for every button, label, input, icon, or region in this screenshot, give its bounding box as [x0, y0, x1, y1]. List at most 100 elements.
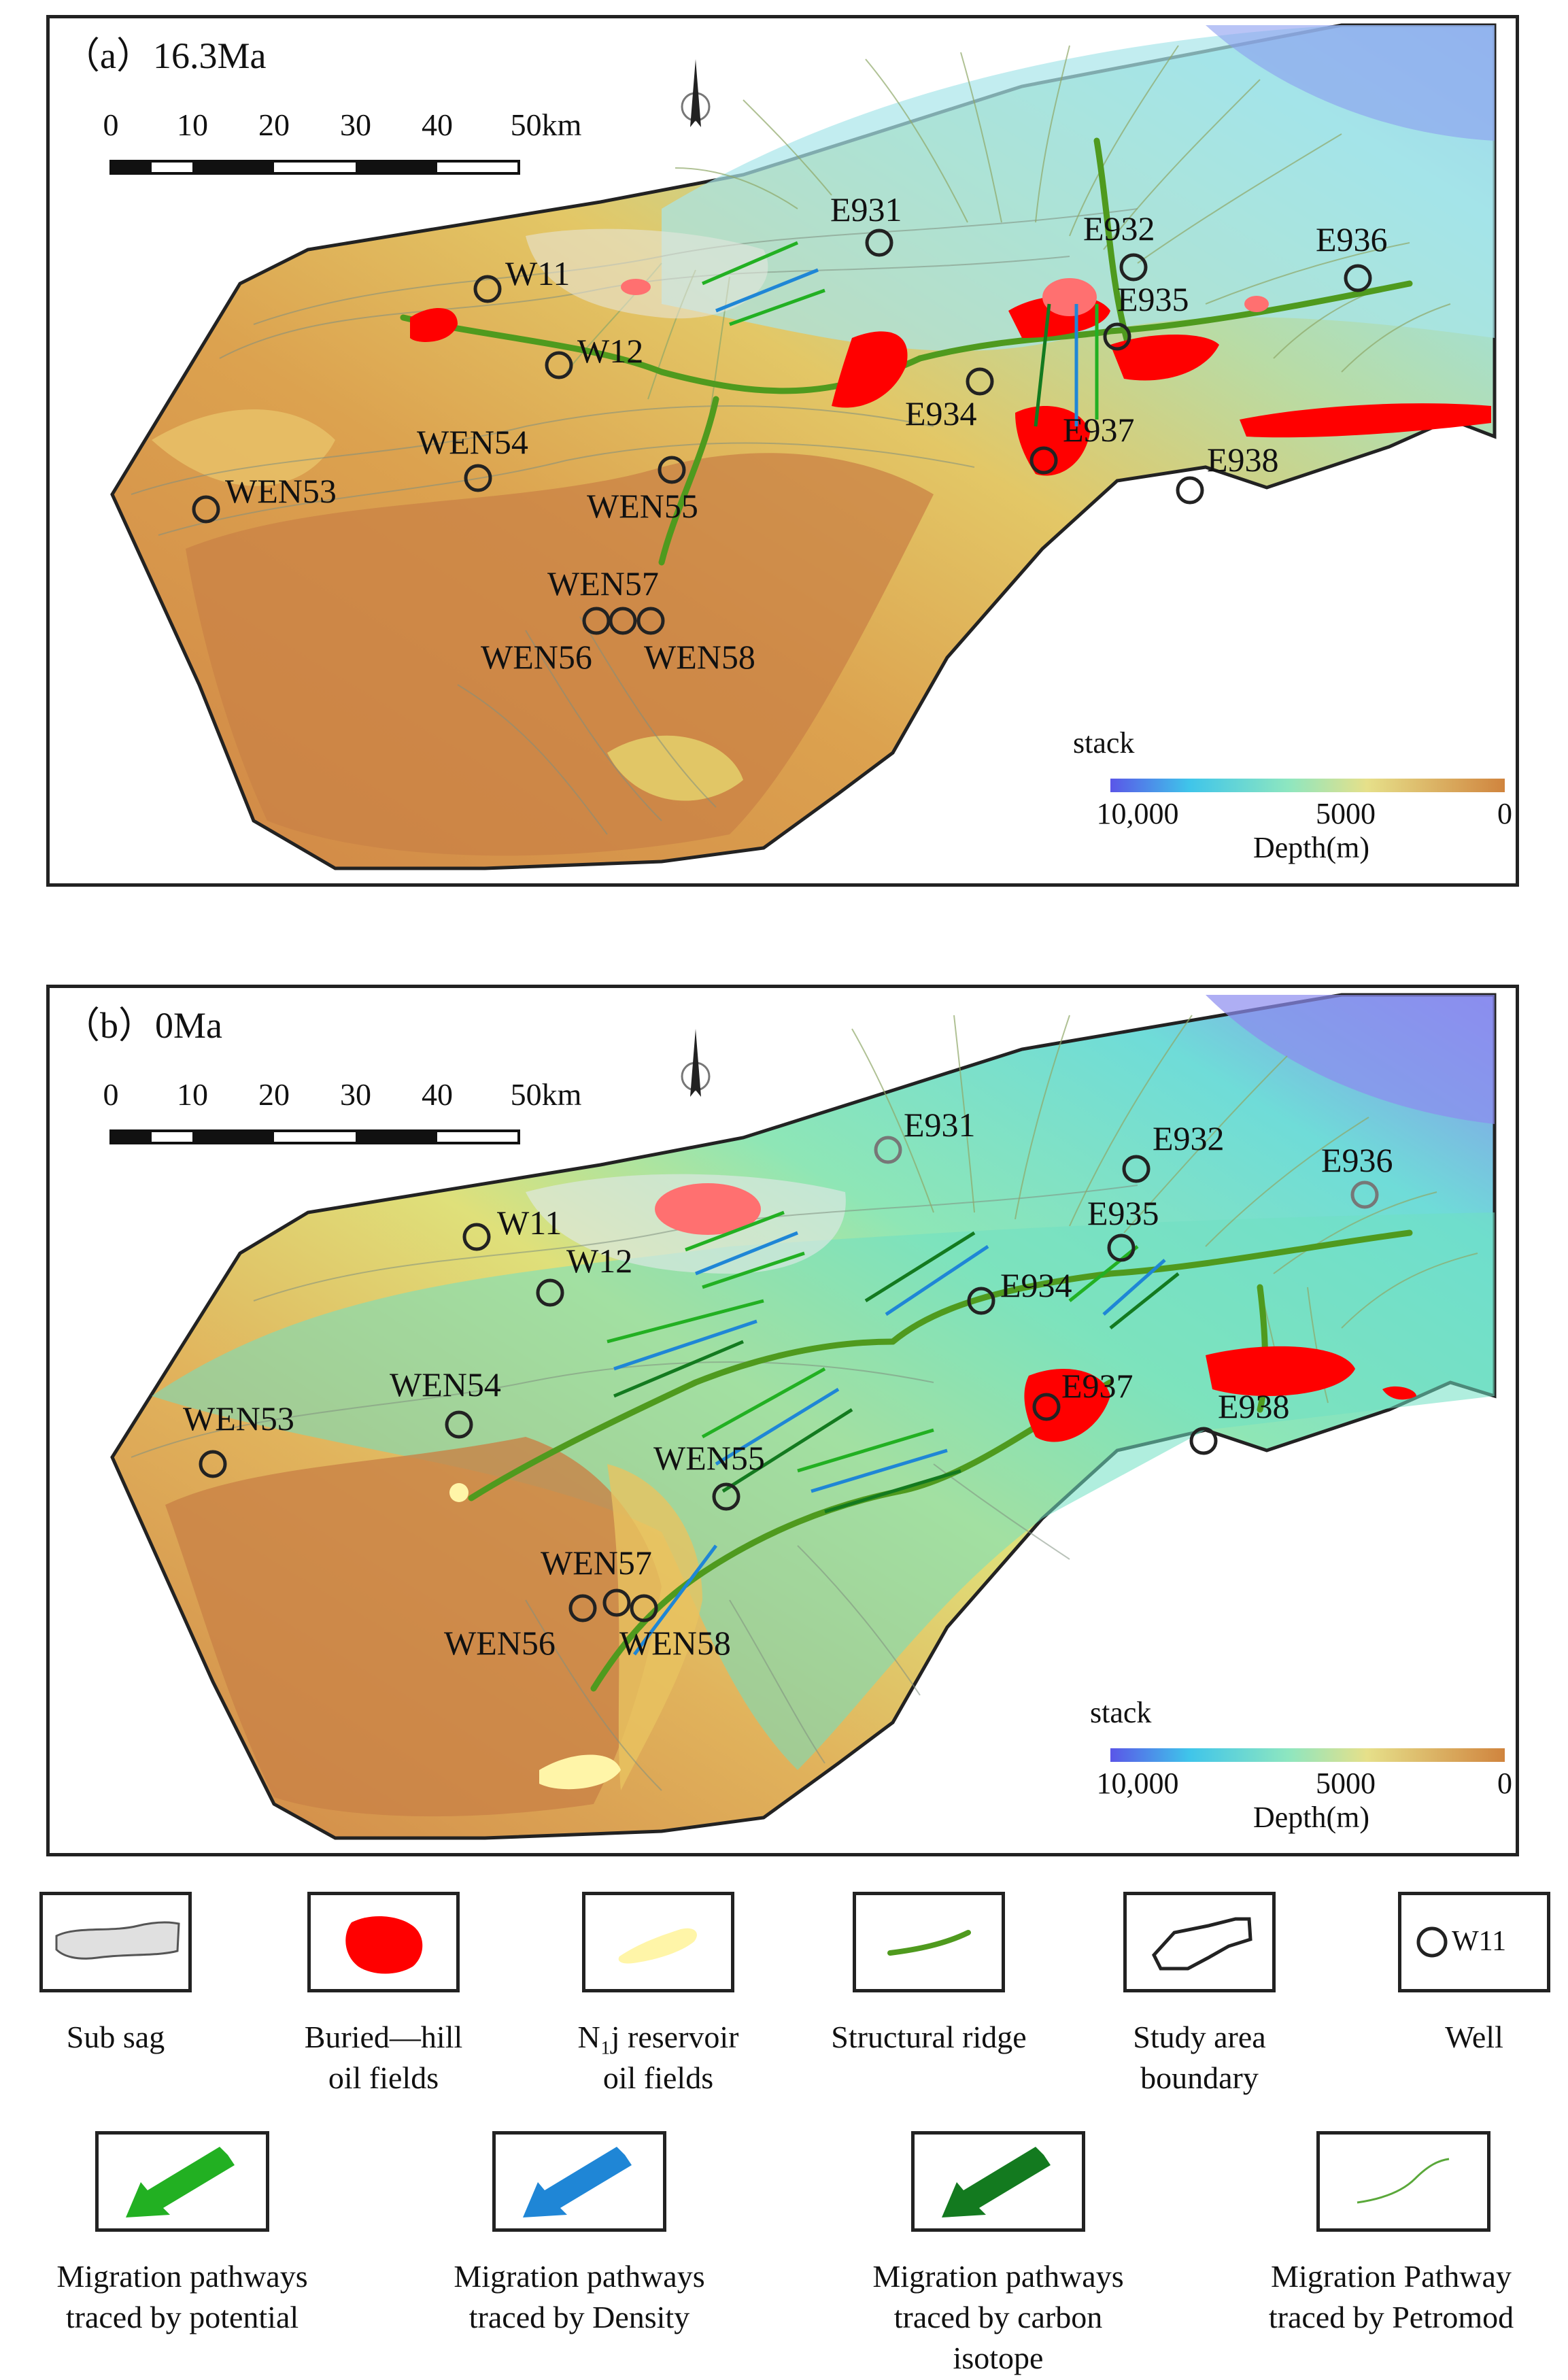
- well-label: W12: [566, 1242, 633, 1280]
- scale-tick: 30: [340, 107, 371, 142]
- legend-well-sample: W11: [1452, 1926, 1507, 1957]
- colorbar-b: [1110, 1748, 1505, 1762]
- legend-label: Structural ridge: [831, 2020, 1027, 2054]
- well-label: WEN53: [183, 1399, 294, 1438]
- well-label: W11: [505, 254, 570, 292]
- well-label: WEN58: [619, 1624, 731, 1662]
- structural-ridge-a2: [917, 280, 1413, 362]
- well-label: E936: [1316, 220, 1388, 258]
- scale-labels-a: 0 10 20 30 40 50km: [103, 107, 600, 148]
- well-label: E937: [1063, 411, 1135, 449]
- well-label: E931: [830, 190, 902, 228]
- well-label: E938: [1218, 1387, 1290, 1425]
- legend-density: [492, 2131, 666, 2232]
- well-label: WEN56: [444, 1624, 556, 1662]
- scale-tick: 20: [258, 1077, 290, 1112]
- legend-sub-sag: [39, 1892, 192, 1992]
- legend-label: Migration Pathway traced by Petromod: [1268, 2259, 1514, 2334]
- well-label: WEN57: [541, 1544, 652, 1582]
- legend-structural-ridge: [853, 1892, 1005, 1992]
- well-label: E932: [1083, 209, 1155, 248]
- scale-tick: 10: [177, 1077, 208, 1112]
- map-canvas-a: [109, 23, 1505, 870]
- structural-ridge-b1: [468, 1338, 896, 1501]
- legend-label: Sub sag: [66, 2020, 165, 2054]
- colorbar-tick: 10,000: [1096, 1767, 1179, 1800]
- well-label: E934: [905, 394, 977, 432]
- nj-reservoir-icon: [618, 1928, 697, 1964]
- colorbar-a: [1110, 779, 1505, 792]
- legend-label: Study area boundary: [1133, 2020, 1266, 2095]
- sub-sag-icon: [55, 1921, 180, 1960]
- scale-bar-a: [109, 160, 520, 175]
- well-label: E935: [1117, 280, 1189, 318]
- legend-boundary: [1123, 1892, 1276, 1992]
- well-label: E932: [1153, 1119, 1225, 1157]
- legend-petromod: [1316, 2131, 1490, 2232]
- legend-label: Well: [1445, 2020, 1503, 2054]
- scale-tick: 10: [177, 107, 208, 142]
- well-label: E936: [1321, 1141, 1393, 1179]
- scale-tick: 40: [422, 107, 453, 142]
- legend-label: Migration pathways traced by potential: [56, 2259, 308, 2334]
- map-panel-b: （b）0Ma 0 10 20 30 40 50km WEN53 WEN54 WE…: [46, 985, 1519, 1856]
- buried-hill-icon: [345, 1916, 423, 1974]
- legend-label: N₁j reservoir oil fields: [577, 2020, 739, 2095]
- map-canvas-b: [109, 993, 1505, 1840]
- scale-tick: 50km: [510, 107, 582, 142]
- well-label: WEN54: [417, 423, 528, 461]
- colorbar-tick: 0: [1497, 797, 1512, 830]
- boundary-icon: [1151, 1917, 1252, 1971]
- colorbar-title: stack: [1073, 726, 1135, 760]
- structural-ridge-b2: [889, 1229, 1413, 1345]
- legend-label: Buried—hill oil fields: [304, 2020, 463, 2095]
- well-label: WEN56: [481, 638, 592, 676]
- panel-b-title: （b）0Ma: [63, 1005, 222, 1046]
- scale-tick: 40: [422, 1077, 453, 1112]
- colorbar-tick: 0: [1497, 1767, 1512, 1800]
- legend-buried-hill: [307, 1892, 460, 1992]
- scale-bar-b: [109, 1129, 520, 1144]
- well-label: WEN55: [653, 1439, 765, 1477]
- colorbar-title: stack: [1090, 1696, 1152, 1729]
- north-arrow-b: [681, 1029, 711, 1097]
- nj-reservoir-oil-b: [449, 1483, 621, 1790]
- well-label: WEN57: [547, 564, 659, 602]
- panel-a-title: （a）16.3Ma: [63, 35, 267, 76]
- colorbar-tick: 5000: [1316, 797, 1376, 830]
- scale-labels-b: 0 10 20 30 40 50km: [103, 1076, 600, 1117]
- darkgreen-arrow-icon: [942, 2147, 1051, 2217]
- well-label: E938: [1207, 441, 1279, 479]
- well-label: WEN58: [644, 638, 755, 676]
- legend-label: Migration pathways traced by carbon isot…: [872, 2259, 1124, 2375]
- scale-tick: 0: [103, 1077, 119, 1112]
- map-panel-a: （a）16.3Ma 0 10 20 30 40 50km WEN53 WEN54…: [46, 15, 1519, 887]
- well-label: WEN55: [587, 487, 698, 525]
- legend-well: W11: [1398, 1892, 1550, 1992]
- petromod-line-icon: [1357, 2158, 1450, 2204]
- well-label: W12: [577, 332, 644, 370]
- well-label: E931: [904, 1106, 976, 1144]
- legend-nj-reservoir: [582, 1892, 734, 1992]
- well-label: E934: [1000, 1266, 1072, 1304]
- blue-arrow-icon: [523, 2147, 632, 2217]
- scale-tick: 20: [258, 107, 290, 142]
- colorbar-label: Depth(m): [1253, 831, 1370, 864]
- scale-tick: 30: [340, 1077, 371, 1112]
- scale-tick: 50km: [510, 1077, 582, 1112]
- well-icon: [1416, 1926, 1448, 1958]
- north-arrow-a: [681, 59, 711, 127]
- colorbar-tick: 5000: [1316, 1767, 1376, 1800]
- colorbar-label: Depth(m): [1253, 1801, 1370, 1834]
- well-label: E935: [1087, 1194, 1159, 1232]
- well-label: E937: [1061, 1367, 1134, 1405]
- scale-tick: 0: [103, 107, 119, 142]
- well-label: WEN53: [225, 472, 337, 510]
- legend-label: Migration pathways traced by Density: [454, 2259, 705, 2334]
- green-arrow-icon: [126, 2147, 235, 2217]
- buried-hill-oil-b: [1024, 1346, 1416, 1442]
- colorbar-tick: 10,000: [1096, 797, 1179, 830]
- structural-ridge-icon: [887, 1930, 971, 1956]
- well-label: W11: [497, 1204, 562, 1242]
- legend-carbon-isotope: [911, 2131, 1085, 2232]
